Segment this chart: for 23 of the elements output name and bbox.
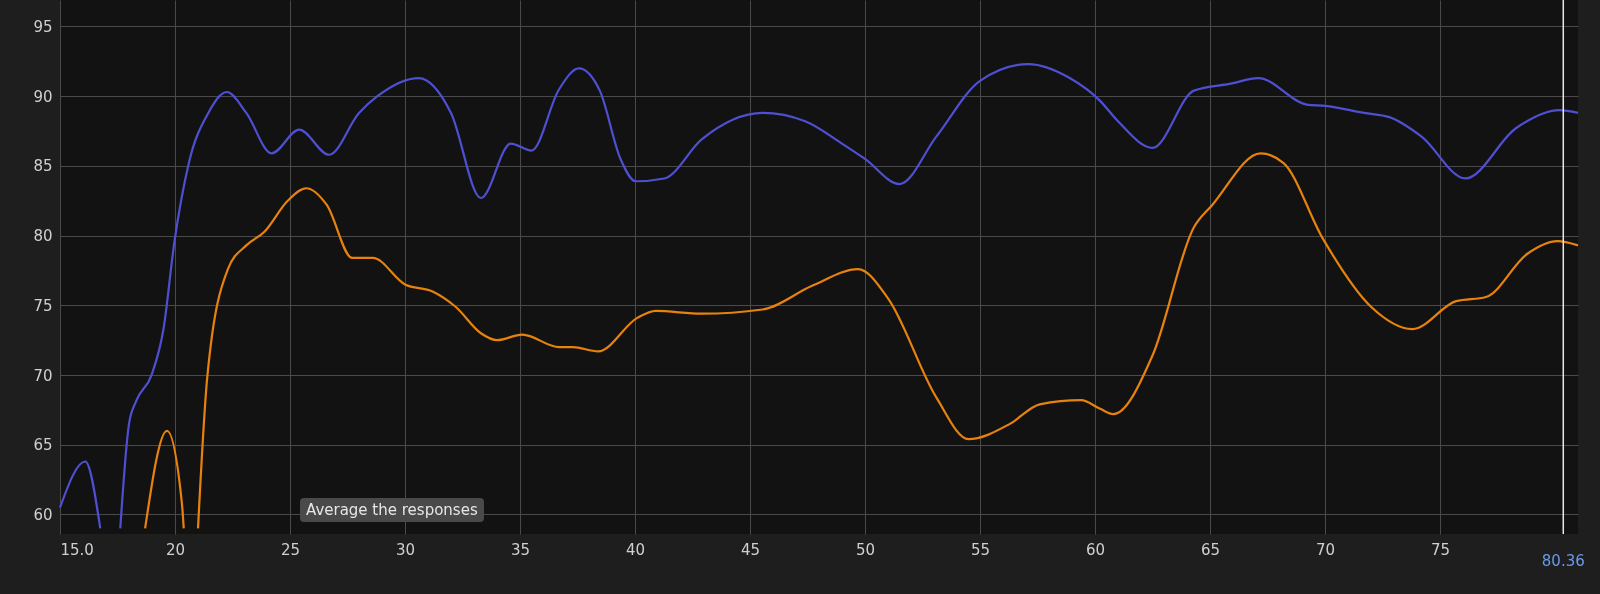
x-tick-label: 75 — [1430, 540, 1451, 559]
ref-line-label: 80.36 — [1541, 552, 1585, 570]
annotation: Average the responses — [300, 498, 484, 522]
y-tick-label: 85 — [33, 157, 53, 176]
x-tick-label: 35 — [510, 540, 531, 559]
y-tick-label: 90 — [33, 87, 53, 106]
x-tick-label: 40 — [625, 540, 646, 559]
x-tick-label: 15.0 — [60, 540, 94, 559]
y-tick-label: 65 — [33, 436, 53, 455]
x-tick-label: 50 — [855, 540, 876, 559]
x-tick-label: 30 — [395, 540, 416, 559]
x-tick-label: 25 — [280, 540, 301, 559]
y-tick-label: 60 — [33, 505, 53, 524]
y-tick-label: 70 — [33, 366, 53, 385]
x-tick-label: 70 — [1315, 540, 1336, 559]
y-tick-label: 95 — [33, 17, 53, 36]
x-tick-label: 65 — [1200, 540, 1221, 559]
x-tick-label: 60 — [1085, 540, 1106, 559]
y-tick-label: 75 — [33, 296, 53, 315]
x-tick-label: 55 — [970, 540, 991, 559]
y-tick-label: 80 — [33, 227, 53, 246]
x-tick-label: 20 — [165, 540, 186, 559]
x-tick-label: 45 — [740, 540, 761, 559]
